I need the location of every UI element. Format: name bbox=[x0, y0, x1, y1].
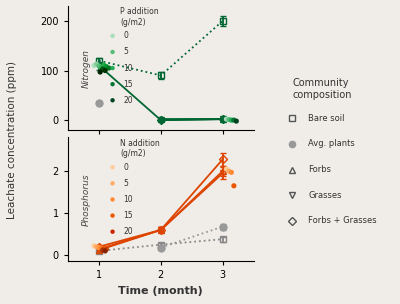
Point bbox=[102, 68, 108, 73]
Point bbox=[228, 118, 234, 123]
Point bbox=[49, 221, 55, 226]
Text: Bare soil: Bare soil bbox=[308, 114, 345, 123]
Text: 10: 10 bbox=[124, 64, 133, 73]
Text: 15: 15 bbox=[124, 211, 133, 220]
Point bbox=[223, 117, 230, 122]
Text: Community
composition: Community composition bbox=[292, 78, 352, 100]
Point bbox=[100, 67, 106, 71]
Point bbox=[91, 63, 97, 68]
Text: 20: 20 bbox=[124, 227, 133, 236]
Text: Avg. plants: Avg. plants bbox=[308, 140, 355, 148]
Text: 5: 5 bbox=[124, 47, 128, 57]
Text: Nitrogen: Nitrogen bbox=[82, 49, 91, 88]
Point bbox=[49, 232, 55, 237]
Point bbox=[233, 119, 240, 123]
Text: Leachate concentration (ppm): Leachate concentration (ppm) bbox=[7, 61, 17, 219]
Point bbox=[100, 248, 106, 253]
Text: 15: 15 bbox=[124, 80, 133, 89]
Point bbox=[49, 117, 55, 122]
Point bbox=[106, 66, 112, 71]
Point bbox=[93, 244, 100, 249]
Point bbox=[231, 118, 237, 123]
Text: 0: 0 bbox=[124, 31, 128, 40]
Point bbox=[98, 65, 105, 70]
Point bbox=[49, 226, 55, 231]
Point bbox=[49, 117, 55, 122]
Point bbox=[49, 118, 55, 123]
Point bbox=[102, 248, 108, 253]
Text: 10: 10 bbox=[124, 195, 133, 204]
Point bbox=[223, 167, 230, 171]
Text: 20: 20 bbox=[124, 96, 133, 105]
Point bbox=[49, 237, 55, 242]
Point bbox=[49, 117, 55, 122]
Point bbox=[49, 118, 55, 123]
Text: Forbs + Grasses: Forbs + Grasses bbox=[308, 216, 377, 225]
Point bbox=[226, 169, 232, 174]
Text: P addition
(g/m2): P addition (g/m2) bbox=[120, 7, 159, 27]
Point bbox=[96, 64, 102, 68]
Text: N addition
(g/m2): N addition (g/m2) bbox=[120, 139, 160, 158]
Point bbox=[93, 62, 100, 67]
Text: 5: 5 bbox=[124, 179, 128, 188]
Point bbox=[98, 246, 105, 250]
Text: Forbs: Forbs bbox=[308, 165, 331, 174]
Point bbox=[231, 183, 237, 188]
Point bbox=[97, 70, 103, 74]
Point bbox=[103, 64, 110, 69]
Point bbox=[91, 244, 97, 248]
Point bbox=[101, 63, 107, 67]
X-axis label: Time (month): Time (month) bbox=[118, 286, 203, 296]
Point bbox=[226, 117, 232, 122]
Point bbox=[101, 247, 107, 251]
Text: Grasses: Grasses bbox=[308, 191, 342, 199]
Text: Phosphorus: Phosphorus bbox=[82, 173, 91, 226]
Point bbox=[49, 243, 55, 247]
Text: 0: 0 bbox=[124, 163, 128, 172]
Point bbox=[103, 247, 110, 252]
Point bbox=[96, 245, 102, 250]
Point bbox=[228, 170, 234, 175]
